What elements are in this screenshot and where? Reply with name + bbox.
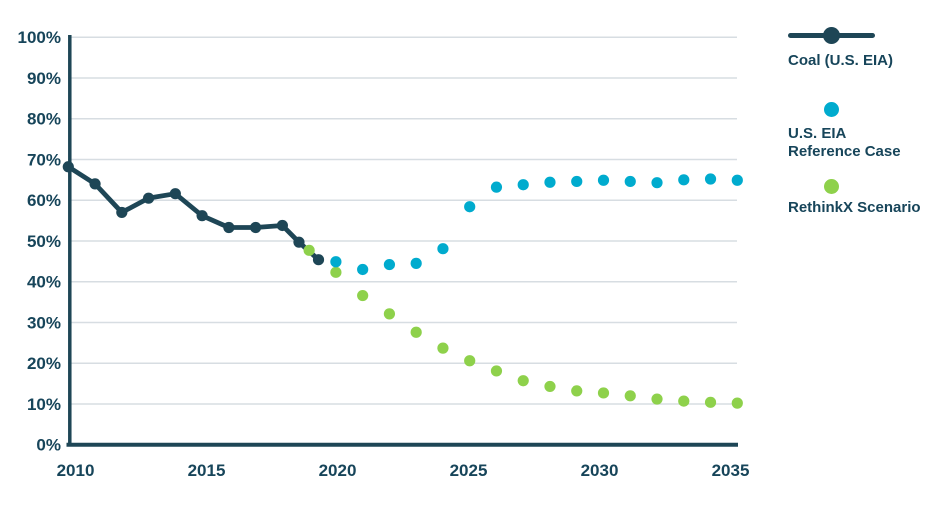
legend-label-coal-line1: Coal (U.S. EIA) [788, 52, 894, 69]
x-tick-label: 2030 [581, 461, 619, 480]
y-tick-label: 100% [18, 28, 61, 47]
y-tick-label: 80% [27, 110, 61, 129]
rethinkx-data-point [383, 308, 396, 320]
x-tick-label: 2010 [57, 461, 95, 480]
eia-reference-data-point [357, 263, 369, 276]
eia-reference-data-point [704, 173, 717, 185]
coal-dot-icon [823, 27, 840, 44]
coal-data-point [169, 188, 181, 200]
y-tick-label: 20% [27, 354, 61, 373]
coal-data-point [89, 178, 101, 190]
rethinkx-data-point [597, 387, 610, 399]
eia-reference-data-point [544, 176, 556, 188]
eia-reference-data-point [330, 256, 342, 268]
coal-data-point [116, 206, 128, 219]
coal-line-marker-icon [788, 27, 875, 44]
x-tick-label: 2025 [450, 461, 488, 480]
legend-label-rethinkx-line1: RethinkX Scenario [788, 199, 921, 216]
coal-data-point [312, 254, 325, 266]
y-tick-label: 30% [27, 313, 61, 332]
rethinkx-data-point [490, 365, 503, 377]
y-tick-label: 40% [27, 273, 61, 292]
y-tick-label: 90% [27, 69, 61, 88]
legend-label-eia-line1: U.S. EIA [788, 125, 847, 142]
eia-reference-data-point [571, 175, 583, 188]
rethinkx-data-point [303, 244, 315, 256]
rethinkx-data-point [357, 289, 369, 302]
x-tick-label: 2035 [712, 461, 750, 480]
rethinkx-data-point [678, 395, 690, 407]
coal-data-point [293, 236, 305, 248]
coal-data-point [250, 221, 262, 234]
coal-data-point [196, 210, 208, 222]
eia-reference-dot-icon [824, 102, 839, 117]
x-tick-label: 2020 [319, 461, 357, 480]
eia-reference-data-point [437, 243, 449, 255]
legend-label-eia-reference: U.S. EIA Reference Case [788, 125, 901, 161]
eia-reference-data-point [490, 181, 503, 193]
rethinkx-data-point [544, 380, 556, 393]
coal-data-point [223, 221, 235, 234]
eia-reference-data-point [624, 175, 636, 188]
eia-reference-data-point [410, 257, 422, 269]
y-tick-label: 60% [27, 191, 61, 210]
rethinkx-data-point [731, 397, 743, 409]
y-tick-label: 0% [36, 436, 61, 455]
coal-data-point [142, 192, 155, 204]
chart-legend: Coal (U.S. EIA) U.S. EIA Reference Case … [788, 0, 948, 240]
legend-label-coal: Coal (U.S. EIA) [788, 52, 893, 70]
eia-reference-data-point [517, 179, 529, 191]
eia-reference-data-point [464, 201, 476, 213]
rethinkx-data-point [464, 355, 476, 367]
eia-reference-data-point [731, 174, 743, 186]
eia-reference-data-point [597, 174, 610, 186]
rethinkx-dot-icon [824, 179, 839, 194]
x-tick-label: 2015 [188, 461, 226, 480]
eia-reference-data-point [383, 258, 396, 271]
rethinkx-data-point [704, 396, 717, 408]
y-tick-label: 70% [27, 150, 61, 169]
coal-data-point [276, 219, 288, 232]
coal-series-line [65, 164, 321, 263]
eia-reference-data-point [651, 177, 663, 189]
rethinkx-data-point [437, 342, 449, 354]
rethinkx-data-point [651, 393, 663, 405]
rethinkx-data-point [517, 375, 529, 387]
rethinkx-data-point [410, 326, 422, 338]
y-tick-label: 50% [27, 232, 61, 251]
legend-label-rethinkx: RethinkX Scenario [788, 199, 921, 217]
legend-label-eia-line2: Reference Case [788, 143, 901, 160]
rethinkx-data-point [571, 385, 583, 397]
rethinkx-data-point [330, 266, 342, 278]
coal-data-point [62, 161, 74, 173]
rethinkx-data-point [624, 390, 636, 402]
eia-reference-data-point [678, 174, 690, 186]
y-tick-label: 10% [27, 395, 61, 414]
